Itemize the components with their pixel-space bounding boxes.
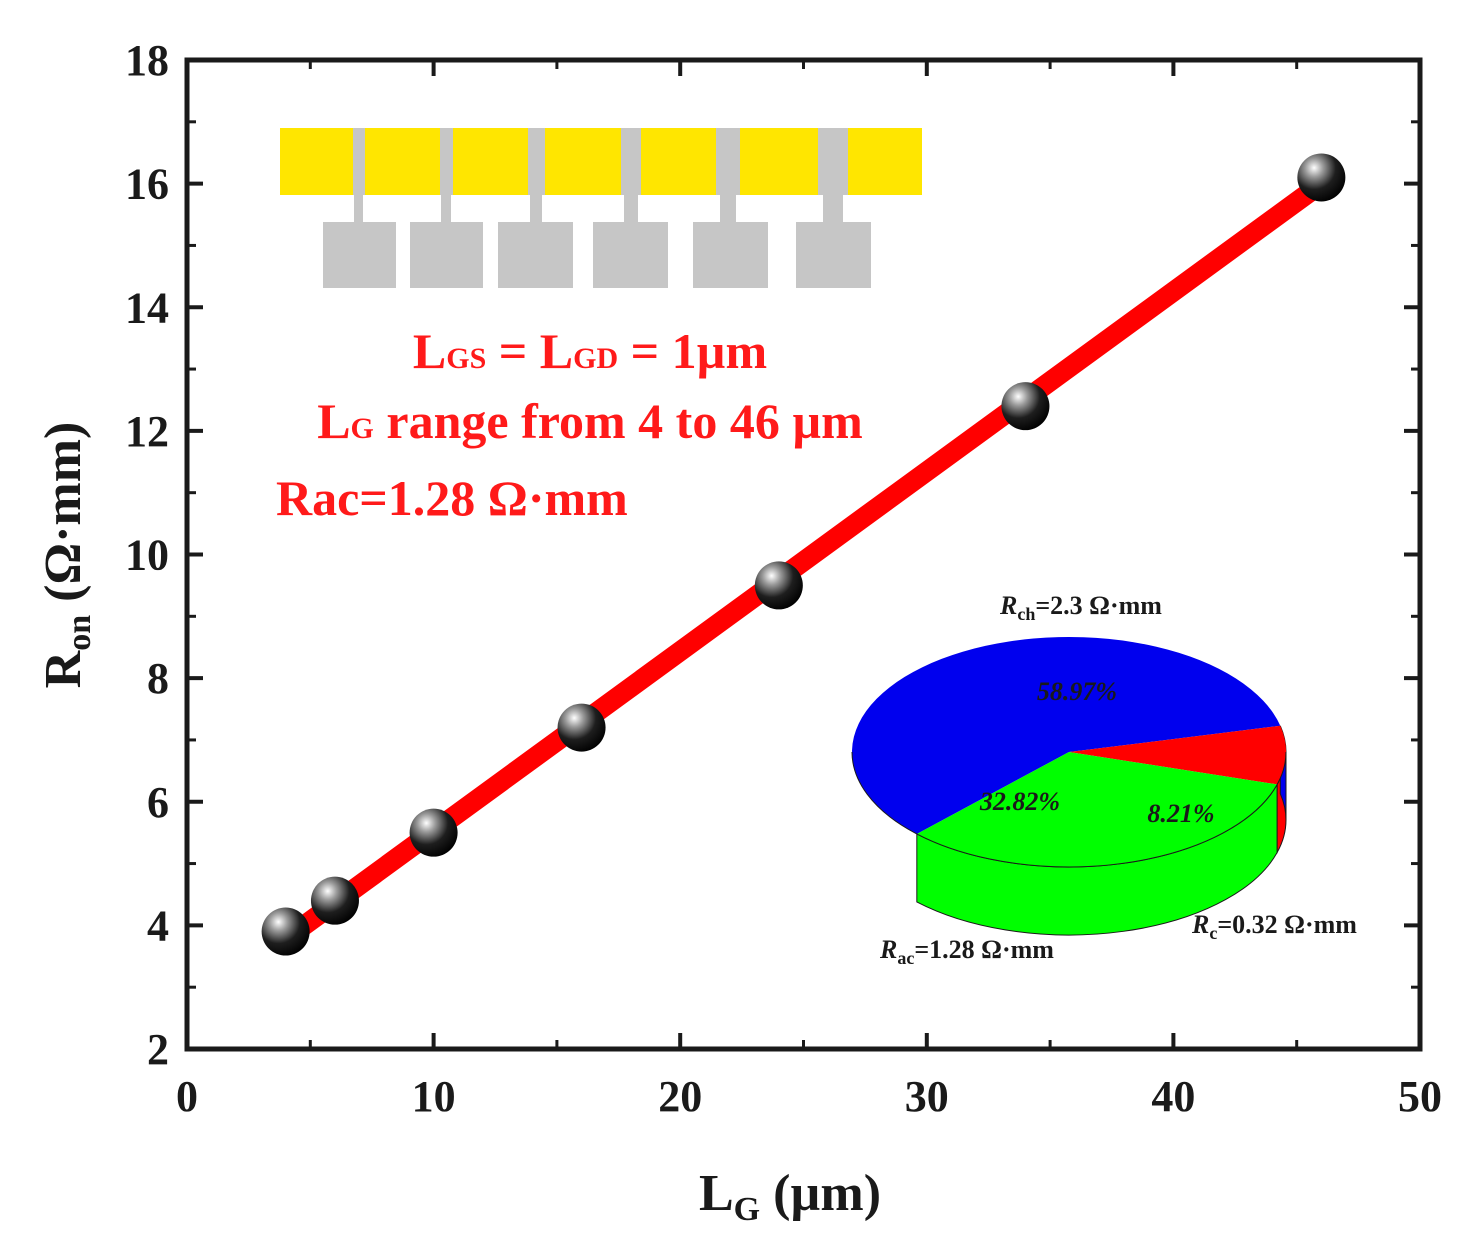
gold-pad-strip xyxy=(280,128,922,195)
linear-fit-line xyxy=(275,173,1332,949)
pie-slice-rch xyxy=(852,637,1281,834)
pie-label-rch: Rch=2.3 Ω·mm xyxy=(999,591,1162,624)
pie-slice-rc xyxy=(1069,725,1287,785)
annotation-rac: Rac=1.28 Ω·mm xyxy=(276,470,628,526)
x-axis-title: LG (µm) xyxy=(699,1165,881,1228)
x-tick-label: 50 xyxy=(1398,1072,1442,1121)
y-tick-label: 12 xyxy=(125,407,169,456)
gate-finger xyxy=(716,128,740,195)
y-tick-label: 6 xyxy=(147,778,169,827)
contact-pad xyxy=(498,222,573,288)
gate-finger xyxy=(353,128,365,195)
pie-label-rc: Rc=0.32 Ω·mm xyxy=(1191,910,1357,943)
gate-finger xyxy=(440,128,453,195)
gate-finger xyxy=(528,128,545,195)
data-point xyxy=(310,876,359,925)
y-tick-label: 16 xyxy=(125,160,169,209)
contact-pad xyxy=(796,222,871,288)
y-tick-label: 8 xyxy=(147,654,169,703)
annotation-spacing: LGS = LGD = 1µm xyxy=(413,323,767,379)
pie-percent-rc: 8.21% xyxy=(1147,799,1214,828)
annotation-gate-range: LG range from 4 to 46 µm xyxy=(317,393,863,449)
pie-label-rac: Rac=1.28 Ω·mm xyxy=(879,935,1054,968)
pie-slice-rac xyxy=(916,752,1278,867)
x-tick-label: 40 xyxy=(1151,1072,1195,1121)
axis-ticks: 0 10 20 30 40 50 2 4 6 8 10 12 14 16 18 xyxy=(125,36,1442,1121)
contact-pad xyxy=(410,222,483,288)
contact-pad xyxy=(593,222,668,288)
data-point xyxy=(1297,153,1346,202)
pie-percent-rac: 32.82% xyxy=(979,787,1060,816)
gate-finger xyxy=(818,128,848,195)
y-tick-label: 10 xyxy=(125,531,169,580)
data-point xyxy=(1001,382,1050,431)
x-tick-label: 30 xyxy=(905,1072,949,1121)
contact-pad xyxy=(323,222,396,288)
contact-stem xyxy=(823,195,843,222)
y-tick-label: 2 xyxy=(147,1025,169,1074)
y-tick-label: 14 xyxy=(125,283,169,332)
x-tick-label: 0 xyxy=(176,1072,198,1121)
device-layout-inset xyxy=(280,128,922,288)
gate-finger xyxy=(621,128,641,195)
contact-stem xyxy=(624,195,638,222)
y-axis-title: Ron (Ω·mm) xyxy=(35,422,98,689)
data-point xyxy=(557,703,606,752)
contact-stem xyxy=(354,195,363,222)
contact-pad xyxy=(693,222,768,288)
contact-stem xyxy=(530,195,542,222)
data-point xyxy=(261,907,310,956)
contact-stem xyxy=(441,195,451,222)
resistance-pie-inset: 58.97% 32.82% 8.21% Rch=2.3 Ω·mm Rc=0.32… xyxy=(851,591,1357,968)
data-point xyxy=(409,808,458,857)
pie-percent-rch: 58.97% xyxy=(1037,677,1117,706)
pie-top-edge xyxy=(851,751,1287,868)
x-tick-label: 10 xyxy=(412,1072,456,1121)
data-points xyxy=(261,153,1346,956)
data-point xyxy=(754,561,803,610)
y-tick-label: 4 xyxy=(147,901,169,950)
x-tick-label: 20 xyxy=(658,1072,702,1121)
contact-stem xyxy=(720,195,736,222)
y-tick-label: 18 xyxy=(125,36,169,85)
